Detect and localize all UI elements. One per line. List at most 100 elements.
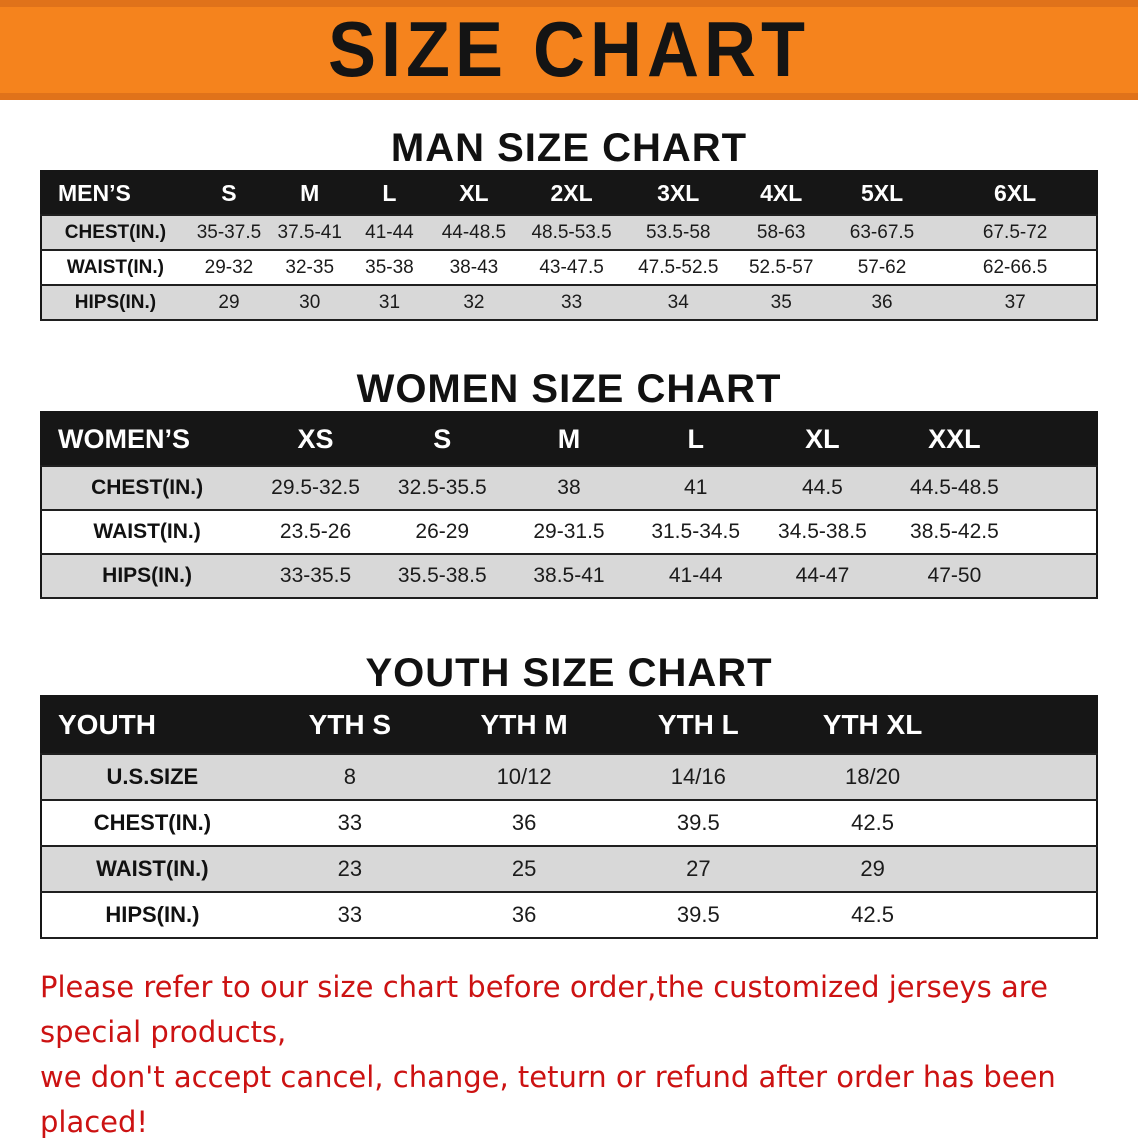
cell-filler (960, 892, 1097, 938)
men-waist-row: WAIST(IN.) 29-32 32-35 35-38 38-43 43-47… (41, 250, 1097, 285)
size-cell: 33 (337, 810, 363, 835)
size-cell: 35-37.5 (196, 221, 262, 243)
size-cell: 27 (686, 856, 711, 881)
size-cell: 42.5 (851, 810, 894, 835)
youth-ussize-row: U.S.SIZE 8 10/12 14/16 18/20 (41, 754, 1097, 800)
size-cell: 29 (860, 856, 885, 881)
women-chest-row: CHEST(IN.) 29.5-32.5 32.5-35.5 38 41 44.… (41, 466, 1097, 510)
size-cell: 53.5-58 (646, 221, 711, 243)
men-hips-row: HIPS(IN.) 29 30 31 32 33 34 35 36 37 (41, 285, 1097, 320)
size-cell: 10/12 (496, 764, 552, 789)
cell-filler (1023, 554, 1097, 598)
size-cell: 42.5 (851, 902, 894, 927)
youth-section-title: YOUTH SIZE CHART (365, 651, 773, 695)
size-cell: 33-35.5 (279, 564, 352, 587)
size-cell: 36 (511, 810, 537, 835)
row-label: CHEST(IN.) (64, 221, 167, 243)
header-filler (1023, 412, 1097, 466)
women-size-table: WOMEN’S XS S M L XL XXL CHEST(IN.) 29.5-… (40, 411, 1098, 599)
size-cell: 34.5-38.5 (778, 520, 867, 543)
size-cell: 25 (511, 856, 537, 881)
size-cell: 38.5-42.5 (910, 520, 999, 543)
size-cell: 41 (684, 476, 708, 499)
size-cell: 32-35 (285, 256, 335, 278)
size-header-cell: M (300, 179, 320, 206)
youth-chest-row: CHEST(IN.) 33 36 39.5 42.5 (41, 800, 1097, 846)
size-cell: 41-44 (668, 564, 723, 587)
row-label: CHEST(IN.) (91, 476, 204, 499)
men-header-row: MEN’S S M L XL 2XL 3XL 4XL 5XL 6XL (41, 171, 1097, 215)
size-cell: 29.5-32.5 (271, 476, 360, 499)
size-cell: 36 (871, 291, 893, 313)
size-header-cell: XS (297, 423, 334, 454)
size-cell: 44.5 (801, 476, 843, 499)
size-cell: 37 (1004, 291, 1026, 313)
size-cell: 29-32 (204, 256, 254, 278)
size-cell: 47.5-52.5 (638, 256, 719, 278)
size-cell: 32.5-35.5 (397, 476, 487, 499)
size-cell: 52.5-57 (748, 256, 814, 278)
size-cell: 23.5-26 (279, 520, 352, 543)
youth-hips-row: HIPS(IN.) 33 36 39.5 42.5 (41, 892, 1097, 938)
size-cell: 8 (343, 764, 356, 789)
size-cell: 39.5 (676, 810, 720, 835)
size-header-cell: YTH S (308, 709, 392, 740)
size-cell: 33 (561, 291, 583, 313)
row-label: WAIST(IN.) (96, 856, 209, 881)
size-cell: 30 (299, 291, 321, 313)
size-cell: 44.5-48.5 (910, 476, 999, 499)
size-cell: 18/20 (845, 764, 901, 789)
size-cell: 57-62 (857, 256, 907, 278)
banner: SIZE CHART (0, 0, 1138, 100)
size-header-cell: YTH XL (822, 709, 923, 740)
size-cell: 63-67.5 (849, 221, 915, 243)
size-header-cell: XL (805, 423, 840, 454)
youth-waist-row: WAIST(IN.) 23 25 27 29 (41, 846, 1097, 892)
row-label: WAIST(IN.) (66, 256, 164, 278)
size-cell: 32 (463, 291, 485, 313)
size-cell: 67.5-72 (982, 221, 1048, 243)
cell-filler (960, 754, 1097, 800)
size-header-cell: 2XL (550, 179, 593, 206)
row-label: HIPS(IN.) (102, 564, 193, 587)
men-size-table: MEN’S S M L XL 2XL 3XL 4XL 5XL 6XL CHEST… (40, 170, 1098, 321)
size-header-cell: 5XL (860, 179, 904, 206)
size-cell: 35 (770, 291, 792, 313)
size-header-cell: L (687, 423, 704, 454)
size-header-cell: XL (459, 179, 489, 206)
cell-filler (1023, 466, 1097, 510)
size-header-cell: S (433, 423, 452, 454)
size-cell: 38.5-41 (533, 564, 605, 587)
size-header-cell: YTH M (480, 709, 568, 740)
footer-warning-line2: we don't accept cancel, change, teturn o… (40, 1059, 1056, 1139)
footer-warning-line1: Please refer to our size chart before or… (40, 970, 1048, 1049)
size-header-cell: YTH L (657, 709, 739, 740)
women-hips-row: HIPS(IN.) 33-35.5 35.5-38.5 38.5-41 41-4… (41, 554, 1097, 598)
size-cell: 37.5-41 (277, 221, 342, 243)
cell-filler (960, 846, 1097, 892)
youth-corner-label: YOUTH (58, 709, 156, 740)
cell-filler (960, 800, 1097, 846)
size-cell: 31.5-34.5 (651, 520, 741, 543)
size-cell: 38-43 (449, 256, 499, 278)
row-label: CHEST(IN.) (93, 810, 212, 835)
header-filler (960, 696, 1097, 754)
size-header-cell: 4XL (760, 179, 803, 206)
size-cell: 41-44 (365, 221, 414, 243)
size-cell: 44-48.5 (441, 221, 507, 243)
size-cell: 38 (557, 476, 581, 499)
size-header-cell: 3XL (657, 179, 700, 206)
size-header-cell: S (221, 179, 237, 206)
footer-warning-text: Please refer to our size chart before or… (40, 965, 1098, 1145)
size-cell: 29 (218, 291, 240, 313)
men-chest-row: CHEST(IN.) 35-37.5 37.5-41 41-44 44-48.5… (41, 215, 1097, 250)
size-cell: 39.5 (676, 902, 720, 927)
size-cell: 43-47.5 (539, 256, 604, 278)
row-label: HIPS(IN.) (74, 291, 157, 313)
size-header-cell: L (382, 179, 397, 206)
size-cell: 29-31.5 (533, 520, 605, 543)
row-label: HIPS(IN.) (105, 902, 200, 927)
women-header-row: WOMEN’S XS S M L XL XXL (41, 412, 1097, 466)
banner-title: SIZE CHART (328, 6, 810, 94)
